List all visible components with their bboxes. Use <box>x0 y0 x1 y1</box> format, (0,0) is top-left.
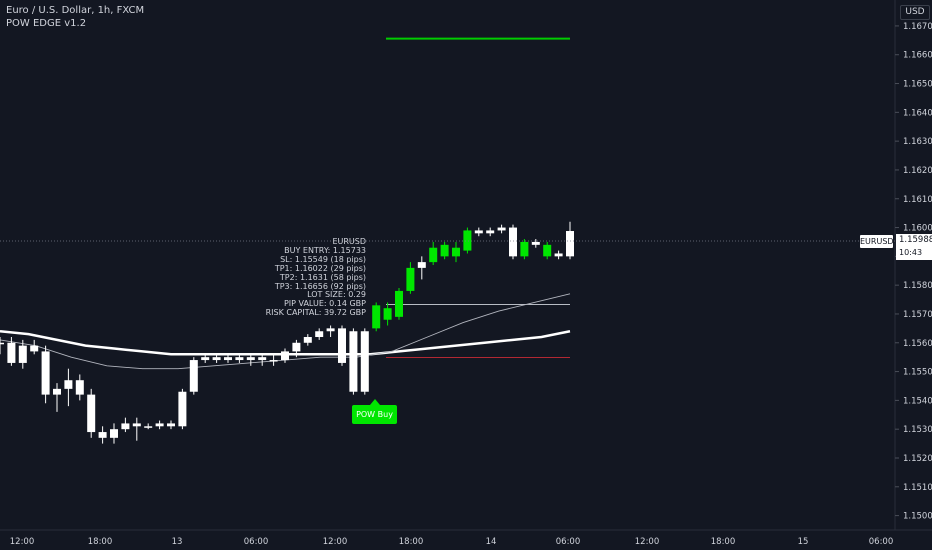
price-tick-label: 1.16000 <box>903 224 932 234</box>
price-tick-label: 1.15700 <box>903 310 932 320</box>
candle-body <box>349 331 358 392</box>
candle-body <box>315 331 324 338</box>
price-tick-label: 1.16500 <box>903 80 932 90</box>
candle-body <box>235 357 244 361</box>
candle-body <box>87 394 96 433</box>
price-tick-label: 1.15300 <box>903 425 932 435</box>
time-tick-label: 12:00 <box>635 537 660 547</box>
candle-body <box>417 262 426 268</box>
candle-body <box>440 244 449 257</box>
info-tp2: TP2: 1.1631 (58 pips) <box>279 272 366 282</box>
candle-body <box>178 391 187 427</box>
candle-body <box>509 227 517 257</box>
candle-body <box>474 230 483 234</box>
price-tick-label: 1.16400 <box>903 108 932 118</box>
chart-title: Euro / U.S. Dollar, 1h, FXCM <box>6 5 145 16</box>
last-price-value: 1.15988 <box>899 235 932 245</box>
candle-body <box>258 357 267 361</box>
candle-body <box>167 423 175 427</box>
candle-body <box>41 351 50 395</box>
candle-body <box>292 342 301 352</box>
bar-countdown: 10:43 <box>899 248 923 257</box>
time-tick-label: 06:00 <box>556 537 581 547</box>
time-tick-label: 06:00 <box>244 537 269 547</box>
price-tick-label: 1.16100 <box>903 195 932 205</box>
candle-body <box>0 342 4 345</box>
time-tick-label: 12:00 <box>323 537 348 547</box>
candle-body <box>53 388 61 395</box>
price-tick-label: 1.16200 <box>903 166 932 176</box>
candle-body <box>201 357 210 361</box>
info-tp3: TP3: 1.16656 (92 pips) <box>274 281 366 291</box>
candle-body <box>212 357 221 361</box>
info-tp1: TP1: 1.16022 (29 pips) <box>274 263 366 273</box>
time-tick-label: 18:00 <box>711 537 736 547</box>
price-tick-label: 1.15400 <box>903 396 932 406</box>
candle-body <box>303 337 312 343</box>
time-tick-label: 18:00 <box>399 537 424 547</box>
candle-body <box>7 342 16 363</box>
candle-body <box>30 345 39 352</box>
time-tick-label: 12:00 <box>10 537 35 547</box>
candle-body <box>75 380 84 395</box>
candle-body <box>497 227 506 231</box>
info-symbol: EURUSD <box>332 237 366 246</box>
candle-body <box>132 423 141 427</box>
candle-body <box>360 331 369 392</box>
candle-body <box>429 247 438 263</box>
time-tick-label: 06:00 <box>869 537 894 547</box>
candle-body <box>18 345 27 363</box>
info-stop-loss: SL: 1.15549 (18 pips) <box>280 254 366 264</box>
currency-selector[interactable]: USD <box>900 5 930 20</box>
candle-body <box>246 357 255 361</box>
trade-info-panel: EURUSD BUY ENTRY: 1.15733 SL: 1.15549 (1… <box>250 237 366 318</box>
candle-body <box>110 429 118 438</box>
candle-body <box>144 426 153 428</box>
info-lot-size: LOT SIZE: 0.29 <box>307 290 366 300</box>
info-buy-entry: BUY ENTRY: 1.15733 <box>284 245 366 255</box>
candle-body <box>520 241 529 257</box>
indicator-name: POW EDGE v1.2 <box>6 18 87 29</box>
price-tick-label: 1.15200 <box>903 454 932 464</box>
time-tick-label: 18:00 <box>88 537 113 547</box>
price-tick-label: 1.15100 <box>903 483 932 493</box>
symbol-price-tag: EURUSD <box>860 235 894 248</box>
candle-body <box>326 328 335 332</box>
price-tick-label: 1.15000 <box>903 512 932 522</box>
time-tick-label: 14 <box>486 537 497 547</box>
candle-body <box>531 241 540 245</box>
candle-body <box>224 357 232 361</box>
candle-body <box>372 305 381 329</box>
candle-body <box>269 360 278 362</box>
candle-body <box>383 308 392 320</box>
candle-body <box>189 360 198 392</box>
candle-body <box>155 423 164 427</box>
candle-body <box>486 230 495 234</box>
candle-body <box>452 247 460 257</box>
time-tick-label: 15 <box>798 537 809 547</box>
price-tick-label: 1.15500 <box>903 368 932 378</box>
pow-buy-signal[interactable]: POW Buy <box>352 399 397 424</box>
last-price-tag: 1.15988 10:43 <box>896 234 932 260</box>
candle-body <box>121 423 130 430</box>
price-tick-label: 1.16300 <box>903 137 932 147</box>
candle-body <box>395 290 403 317</box>
candle-body <box>338 328 346 363</box>
price-tick-label: 1.15600 <box>903 339 932 349</box>
candle-body <box>554 253 563 257</box>
price-tick-label: 1.16600 <box>903 51 932 61</box>
candle-body <box>463 230 472 251</box>
info-pip-value: PIP VALUE: 0.14 GBP <box>283 299 366 309</box>
candle-body <box>98 432 107 438</box>
candle-body <box>64 380 73 389</box>
candle-body <box>566 231 574 257</box>
price-tick-label: 1.15800 <box>903 281 932 291</box>
candle-body <box>543 244 552 257</box>
time-tick-label: 13 <box>172 537 183 547</box>
candle-body <box>281 351 289 361</box>
price-tick-label: 1.16700 <box>903 22 932 32</box>
candle-body <box>406 267 415 291</box>
info-risk-capital: RISK CAPITAL: 39.72 GBP <box>265 308 366 318</box>
